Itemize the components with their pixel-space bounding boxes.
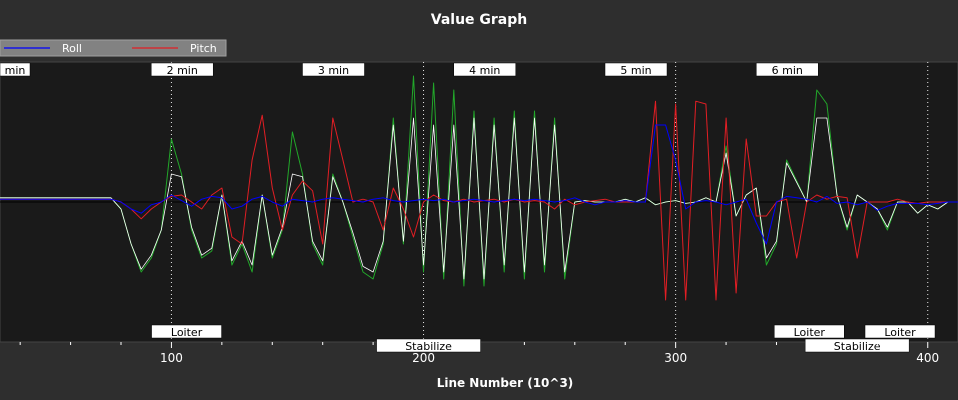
time-marker: min [0,62,31,77]
series-line-pitch [0,100,958,301]
legend-label-roll: Roll [62,42,82,55]
time-marker: 3 min [302,62,365,77]
x-axis-ticks: 100 200 300 400 [19,342,939,365]
mode-marker-stabilize: Stabilize [804,338,910,353]
series-line-roll [0,124,958,245]
x-tick-label: 300 [664,351,687,365]
time-marker-label: 2 min [167,64,198,77]
mode-marker-loiter: Loiter [774,324,845,339]
x-tick-label: 400 [916,351,939,365]
time-marker-label: 3 min [318,64,349,77]
chart-title: Value Graph [431,12,527,28]
x-axis-label: Line Number (10^3) [437,376,574,390]
time-marker-label: 4 min [469,64,500,77]
time-marker: 4 min [453,62,516,77]
mode-marker-label: Loiter [794,326,826,339]
series-lines [0,75,958,301]
mode-marker-loiter: Loiter [864,324,936,339]
time-annotations: min 2 min 3 min 4 min 5 min 6 min [0,62,819,77]
mode-marker-label: Loiter [171,326,203,339]
mode-marker-label: Stabilize [834,340,881,353]
mode-marker-label: Stabilize [405,340,452,353]
mode-marker-stabilize: Stabilize [376,338,481,353]
time-marker: 6 min [756,62,819,77]
time-marker-label: 6 min [772,64,803,77]
legend-box [0,39,227,57]
time-marker: 5 min [604,62,668,77]
mode-marker-label: Loiter [884,326,916,339]
time-marker: 2 min [150,62,214,77]
mode-marker-loiter: Loiter [151,324,222,339]
legend-label-pitch: Pitch [190,42,217,55]
time-marker-label: min [5,64,26,77]
legend[interactable]: Roll Pitch [0,39,227,57]
x-tick-label: 100 [160,351,183,365]
time-marker-label: 5 min [620,64,651,77]
x-tick-label: 200 [412,351,435,365]
